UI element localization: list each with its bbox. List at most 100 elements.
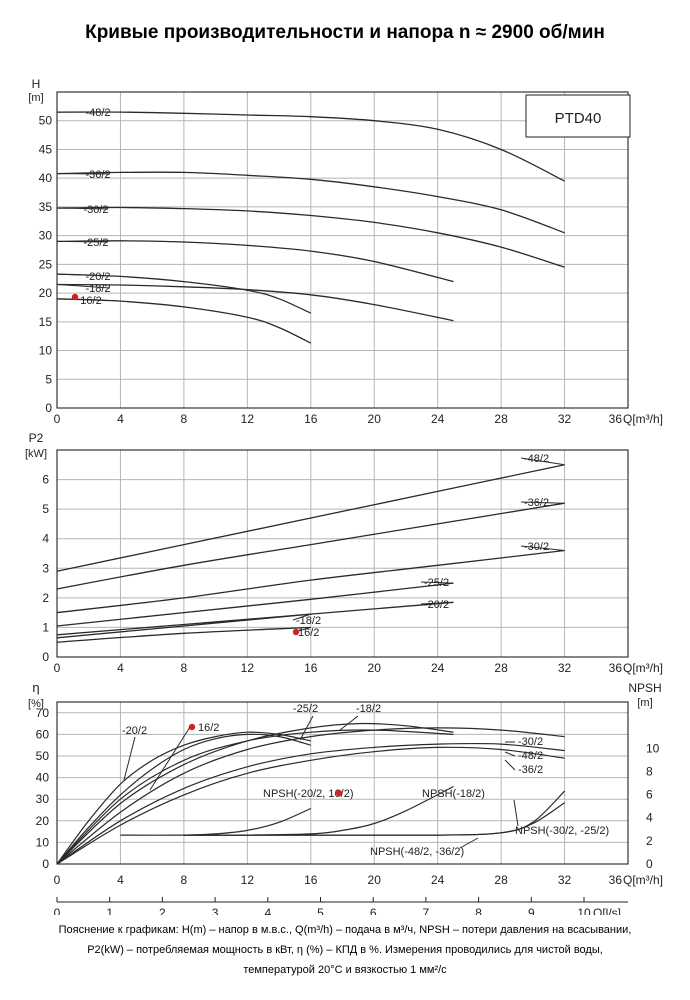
leader-line <box>520 501 565 504</box>
y-tick-label: 10 <box>36 835 50 849</box>
power-curve <box>56 502 565 590</box>
x-axis-label: Q[m³/h] <box>623 661 663 675</box>
x-tick-label: 28 <box>494 661 508 675</box>
series-label: NPSH(-20/2, 16/2) <box>263 788 353 800</box>
secondary-x-tick-label: 8 <box>475 906 482 915</box>
head-curve <box>56 283 454 322</box>
footnote-line: температурой 20°C и вязкостью 1 мм²/с <box>243 964 447 976</box>
x-tick-label: 12 <box>241 661 255 675</box>
series-label: -30/2 <box>83 204 108 216</box>
y-right-tick-label: 8 <box>646 764 653 778</box>
x-tick-label: 16 <box>304 661 318 675</box>
series-label: -48/2 <box>85 107 110 119</box>
secondary-x-tick-label: 4 <box>264 906 271 915</box>
y-right-tick-label: 0 <box>646 857 653 871</box>
y-tick-label: 5 <box>42 502 49 516</box>
y-tick-label: 35 <box>39 200 53 214</box>
x-axis-label: Q[m³/h] <box>623 412 663 426</box>
y-axis-label: P2 <box>29 431 44 445</box>
y-axis-label: H <box>32 77 41 91</box>
y-tick-label: 70 <box>36 706 50 720</box>
efficiency-curve <box>56 746 565 865</box>
y-tick-label: 10 <box>39 344 53 358</box>
secondary-x-tick-label: 0 <box>54 906 61 915</box>
x-tick-label: 20 <box>368 661 382 675</box>
y-tick-label: 3 <box>42 561 49 575</box>
y-tick-label: 30 <box>36 792 50 806</box>
x-tick-label: 12 <box>241 412 255 426</box>
y-right-axis-label: NPSH <box>628 681 661 695</box>
series-label: 16/2 <box>80 295 101 307</box>
y-tick-label: 30 <box>39 229 53 243</box>
x-tick-label: 0 <box>54 661 61 675</box>
series-label: NPSH(-30/2, -25/2) <box>515 825 609 837</box>
secondary-x-tick-label: 6 <box>370 906 377 915</box>
y-right-tick-label: 4 <box>646 811 653 825</box>
secondary-x-tick-label: 7 <box>423 906 430 915</box>
x-tick-label: 28 <box>494 412 508 426</box>
highlight-dot <box>71 293 79 301</box>
x-tick-label: 16 <box>304 412 318 426</box>
leader-line <box>57 273 111 277</box>
y-tick-label: 0 <box>42 650 49 664</box>
y-tick-label: 50 <box>36 749 50 763</box>
secondary-x-tick-label: 9 <box>528 906 535 915</box>
head-chart-frame <box>56 91 629 409</box>
x-tick-label: 8 <box>181 873 188 887</box>
leader-line <box>57 240 109 243</box>
leader-line <box>339 715 359 731</box>
series-label: -20/2 <box>424 599 449 611</box>
series-label: -18/2 <box>85 283 110 295</box>
x-tick-label: 8 <box>181 412 188 426</box>
head-curve <box>56 111 565 182</box>
y-tick-label: 20 <box>39 286 53 300</box>
leader-line <box>504 751 516 757</box>
y-right-tick-label: 2 <box>646 834 653 848</box>
y-tick-label: 0 <box>45 401 52 415</box>
x-tick-label: 20 <box>368 412 382 426</box>
efficiency-curve <box>56 731 311 865</box>
x-tick-label: 36 <box>609 873 623 887</box>
series-label: NPSH(-48/2, -36/2) <box>370 846 464 858</box>
power-curve <box>56 549 565 614</box>
leader-line <box>292 613 311 621</box>
y-tick-label: 4 <box>42 532 49 546</box>
series-label: -48/2 <box>524 453 549 465</box>
efficiency-curve <box>56 722 454 865</box>
series-label: NPSH(-18/2) <box>422 788 485 800</box>
y-tick-label: 0 <box>42 857 49 871</box>
secondary-x-tick-label: 10 <box>577 906 591 915</box>
y-axis-unit: [%] <box>28 698 44 710</box>
leader-line <box>420 601 454 605</box>
series-label: -36/2 <box>85 169 110 181</box>
power-curve <box>56 582 454 627</box>
x-tick-label: 0 <box>54 412 61 426</box>
secondary-x-tick-label: 1 <box>106 906 113 915</box>
y-right-axis-unit: [m] <box>637 697 652 709</box>
x-tick-label: 32 <box>558 873 572 887</box>
leader-line <box>57 283 111 289</box>
leader-line <box>149 726 191 791</box>
y-tick-label: 5 <box>45 372 52 386</box>
series-label: -18/2 <box>296 615 321 627</box>
y-tick-label: 2 <box>42 591 49 605</box>
leader-line <box>459 837 479 849</box>
leader-line <box>57 207 109 210</box>
efficiency-curve <box>56 727 565 865</box>
x-tick-label: 24 <box>431 412 445 426</box>
y-axis-unit: [m] <box>28 92 43 104</box>
footnote: Пояснение к графикам: H(m) – напор в м.в… <box>0 920 690 980</box>
head-curve <box>56 298 312 344</box>
y-axis-unit: [kW] <box>25 448 47 460</box>
x-tick-label: 36 <box>609 661 623 675</box>
head-curve <box>56 171 565 234</box>
secondary-x-axis-label: Q[l/s] <box>593 906 621 915</box>
leader-line <box>299 715 314 741</box>
leader-line <box>123 736 136 781</box>
series-label: -20/2 <box>122 725 147 737</box>
series-label: -30/2 <box>518 736 543 748</box>
highlight-dot <box>188 723 196 731</box>
y-tick-label: 1 <box>42 620 49 634</box>
power-curve <box>56 464 565 572</box>
